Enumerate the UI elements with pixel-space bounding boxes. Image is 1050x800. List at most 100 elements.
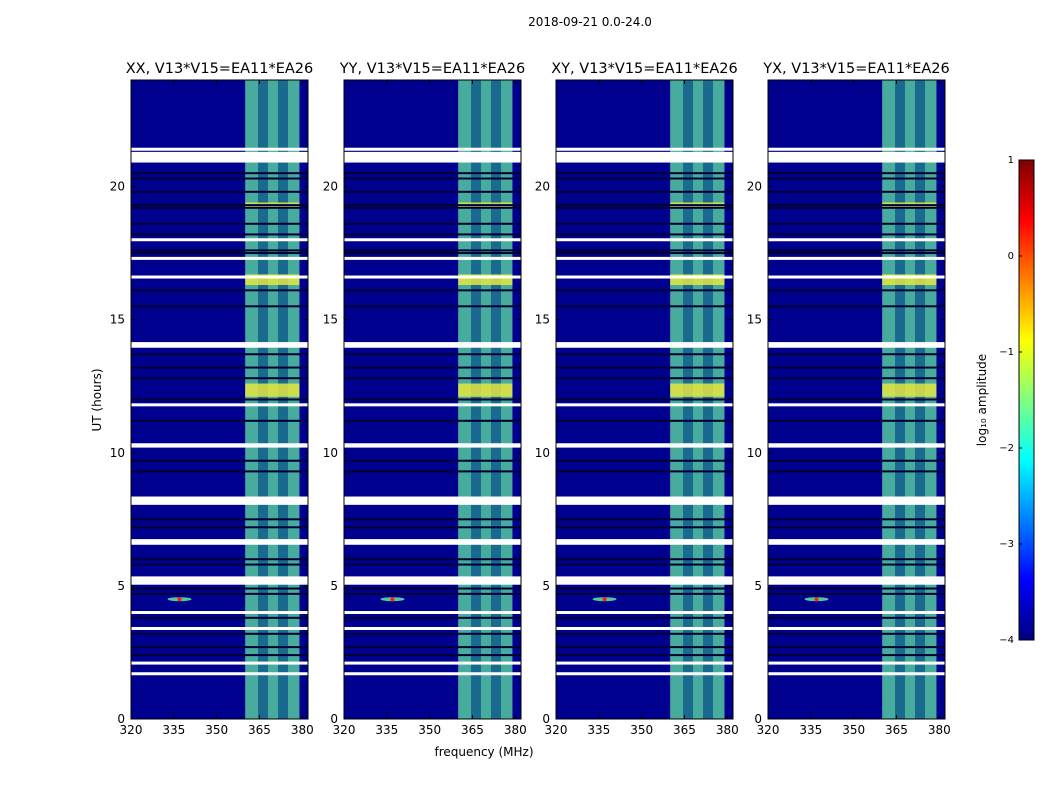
- flagged-row: [556, 496, 733, 500]
- dark-row: [131, 366, 308, 369]
- flagged-row: [768, 275, 945, 279]
- flagged-row: [344, 672, 521, 676]
- dark-row: [556, 206, 733, 209]
- dark-row: [556, 305, 733, 308]
- flagged-row: [344, 238, 521, 242]
- dark-row: [768, 587, 945, 590]
- x-tick-label: 320: [120, 723, 143, 737]
- dark-row: [344, 177, 521, 180]
- flagged-row: [131, 403, 308, 407]
- dark-row: [344, 252, 521, 255]
- colorbar-tick-label: −1: [999, 347, 1014, 358]
- colorbar: 1 0 −1 −2 −3 −4: [999, 155, 1035, 646]
- dark-row: [768, 305, 945, 308]
- flagged-row: [768, 444, 945, 448]
- flagged-row: [131, 501, 308, 505]
- y-axis-label: UT (hours): [90, 368, 104, 431]
- flagged-row: [556, 342, 733, 346]
- flagged-row: [344, 444, 521, 448]
- dark-row: [131, 592, 308, 595]
- flagged-gap: [131, 151, 308, 163]
- y-tick-label: 20: [110, 180, 125, 194]
- dark-row: [768, 398, 945, 401]
- flagged-row: [556, 256, 733, 260]
- flagged-row: [344, 147, 521, 151]
- dark-row: [768, 252, 945, 255]
- y-tick-label: 10: [323, 446, 338, 460]
- flagged-row: [344, 344, 521, 348]
- dark-row: [768, 526, 945, 529]
- y-tick-label: 10: [110, 446, 125, 460]
- flagged-row: [768, 256, 945, 260]
- dark-row: [131, 177, 308, 180]
- dark-row: [556, 377, 733, 380]
- dark-row: [344, 563, 521, 566]
- dark-row: [131, 470, 308, 473]
- dark-row: [768, 377, 945, 380]
- colorbar-label: log₁₀ amplitude: [975, 354, 989, 446]
- dark-row: [131, 616, 308, 619]
- flagged-gap: [556, 151, 733, 163]
- flagged-row: [344, 611, 521, 614]
- y-tick-label: 10: [535, 446, 550, 460]
- dark-row: [768, 249, 945, 252]
- dark-row: [768, 190, 945, 193]
- x-tick-label: 350: [630, 723, 653, 737]
- dark-row: [768, 289, 945, 292]
- figure-suptitle: 2018-09-21 0.0-24.0: [528, 15, 652, 29]
- dark-row: [768, 654, 945, 657]
- dark-row: [556, 632, 733, 635]
- dark-row: [556, 204, 733, 207]
- panel-title: XY, V13*V15=EA11*EA26: [551, 61, 737, 77]
- flagged-row: [131, 238, 308, 242]
- point-source-marker: [177, 597, 182, 602]
- dark-row: [344, 518, 521, 521]
- flagged-row: [768, 496, 945, 500]
- flagged-row: [131, 499, 308, 503]
- flagged-row: [768, 499, 945, 503]
- dark-row: [344, 206, 521, 209]
- dark-row: [768, 459, 945, 462]
- flagged-row: [556, 576, 733, 580]
- dark-row: [131, 459, 308, 462]
- dark-row: [131, 587, 308, 590]
- x-tick-label: 320: [757, 723, 780, 737]
- dark-row: [131, 558, 308, 561]
- flagged-row: [131, 444, 308, 448]
- flagged-row: [768, 661, 945, 665]
- flagged-row: [344, 501, 521, 505]
- flagged-row: [556, 275, 733, 279]
- flagged-row: [131, 147, 308, 151]
- dark-row: [768, 592, 945, 595]
- y-tick-label: 0: [330, 712, 338, 726]
- flagged-row: [344, 541, 521, 545]
- y-tick-label: 15: [110, 313, 125, 327]
- flagged-row: [344, 403, 521, 407]
- flagged-row: [556, 611, 733, 614]
- flagged-row: [768, 403, 945, 407]
- panel-frame: [555, 79, 734, 720]
- dark-row: [556, 366, 733, 369]
- flagged-row: [131, 541, 308, 545]
- flagged-row: [556, 444, 733, 448]
- flagged-gap: [344, 151, 521, 163]
- dark-row: [768, 206, 945, 209]
- dark-row: [344, 204, 521, 207]
- dark-row: [556, 233, 733, 236]
- dark-row: [768, 177, 945, 180]
- x-tick-label: 335: [587, 723, 610, 737]
- dark-row: [556, 563, 733, 566]
- flagged-row: [556, 238, 733, 242]
- dark-row: [131, 398, 308, 401]
- y-tick-label: 0: [117, 712, 125, 726]
- panel-title: YY, V13*V15=EA11*EA26: [339, 61, 525, 77]
- flagged-row: [344, 499, 521, 503]
- dark-row: [344, 592, 521, 595]
- flagged-row: [344, 581, 521, 585]
- point-source-marker: [602, 597, 607, 602]
- flagged-row: [556, 581, 733, 585]
- flagged-row: [768, 342, 945, 346]
- y-tick-label: 15: [747, 313, 762, 327]
- colorbar-gradient: [1018, 159, 1035, 641]
- dark-row: [344, 616, 521, 619]
